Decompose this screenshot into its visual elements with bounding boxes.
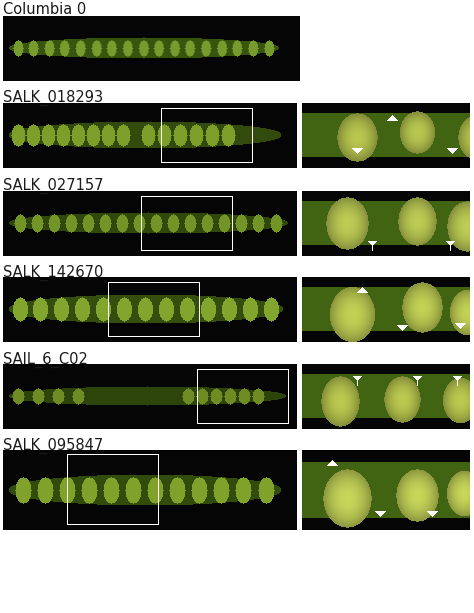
Text: SAIL_6_C02: SAIL_6_C02 [3, 352, 88, 368]
Text: SALK_018293: SALK_018293 [3, 90, 103, 106]
Text: Columbia 0: Columbia 0 [3, 2, 86, 17]
Text: SALK_142670: SALK_142670 [3, 265, 103, 281]
Text: SALK_027157: SALK_027157 [3, 178, 103, 194]
Text: SALK_095847: SALK_095847 [3, 438, 103, 454]
